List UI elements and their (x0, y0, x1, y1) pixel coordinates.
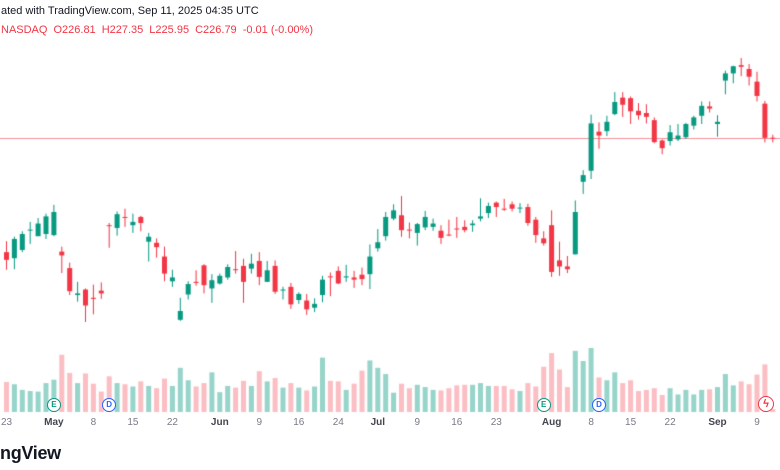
time-axis-label: 16 (293, 417, 305, 428)
close-value: C226.79 (195, 24, 237, 36)
time-axis-label: 23 (0, 417, 13, 428)
dividend-marker-badge[interactable]: D (592, 398, 606, 412)
time-axis-label: 16 (451, 417, 463, 428)
time-axis-label: 9 (414, 417, 421, 428)
time-axis-month-label: Jul (370, 417, 386, 428)
low-value: L225.95 (149, 24, 190, 36)
time-axis-label: 9 (256, 417, 263, 428)
ohlc-quote-bar: NASDAQ O226.81 H227.35 L225.95 C226.79 -… (1, 24, 313, 36)
time-axis-month-label: Sep (708, 417, 727, 428)
attribution-text: ated with TradingView.com, Sep 11, 2025 … (1, 5, 259, 17)
time-axis-month-label: May (44, 417, 64, 428)
time-axis-label: 24 (332, 417, 344, 428)
earnings-marker-badge[interactable]: E (536, 398, 551, 412)
change-value: -0.01 (-0.00%) (242, 24, 313, 36)
dividend-marker-badge[interactable]: D (102, 398, 117, 412)
time-axis-label: 9 (754, 417, 760, 428)
time-axis: 23 May 8 15 22 Jun 9 16 24 Jul 9 16 23 Aug 8 15 22 Sep 9 (0, 417, 780, 433)
time-axis-label: 15 (127, 417, 139, 428)
tradingview-logo: ngView (0, 443, 61, 463)
time-axis-month-label: Aug (541, 417, 562, 428)
symbol-name: NASDAQ (1, 24, 48, 36)
earnings-marker-badge[interactable]: E (46, 398, 61, 412)
time-axis-label: 23 (490, 417, 502, 428)
flash-icon[interactable]: ϟ (758, 396, 774, 412)
open-value: O226.81 (53, 24, 96, 36)
high-value: H227.35 (101, 24, 144, 36)
time-axis-label: 22 (166, 417, 178, 428)
time-axis-label: 8 (588, 417, 594, 428)
time-axis-month-label: Jun (210, 417, 229, 428)
time-axis-label: 15 (625, 417, 637, 428)
time-axis-label: 22 (664, 417, 676, 428)
time-axis-label: 8 (90, 417, 97, 428)
